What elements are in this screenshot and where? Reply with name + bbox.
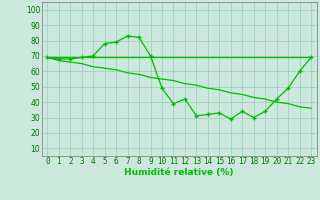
X-axis label: Humidité relative (%): Humidité relative (%) <box>124 168 234 177</box>
